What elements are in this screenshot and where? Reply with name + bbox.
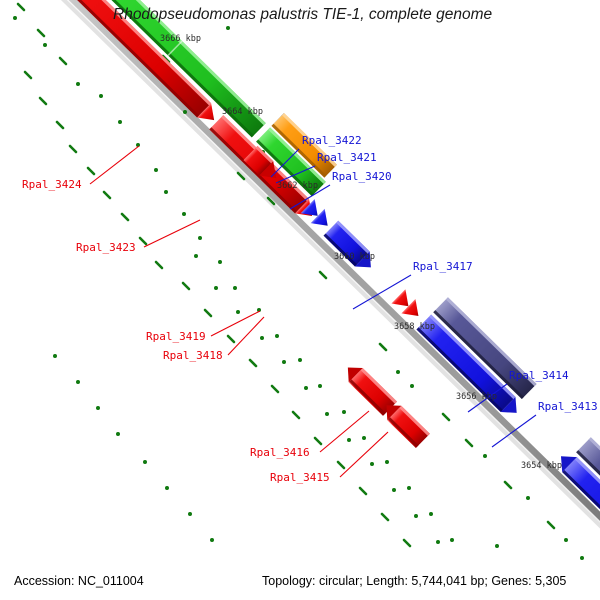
gene-ribbon-blue-3420[interactable] — [323, 220, 379, 275]
gene-arrows-red-3419-3418[interactable] — [391, 289, 425, 323]
gene-arrows-blue-small[interactable] — [300, 198, 335, 233]
genome-backbone — [60, 0, 600, 529]
gene-arrow-red-a[interactable] — [243, 145, 284, 185]
footer-bar: Accession: NC_011004 Topology: circular;… — [0, 566, 600, 600]
gene-ribbon-green-outer[interactable] — [86, 0, 326, 197]
tick-label: 3658 kbp — [394, 322, 435, 332]
leader-rpal-3418 — [227, 316, 265, 356]
gene-label-rpal-3422[interactable]: Rpal_3422 — [302, 134, 362, 147]
gene-label-rpal-3416[interactable]: Rpal_3416 — [250, 446, 310, 459]
leader-rpal-3420 — [289, 184, 331, 210]
tick-label: 3656 kbp — [456, 392, 497, 402]
gene-label-rpal-3420[interactable]: Rpal_3420 — [332, 170, 392, 183]
tick-mark-track — [13, 2, 584, 588]
gene-ribbon-blue-3417[interactable] — [416, 314, 524, 420]
leader-rpal-3413 — [491, 414, 537, 448]
gene-label-rpal-3418[interactable]: Rpal_3418 — [163, 349, 223, 362]
tick-label: 3664 kbp — [222, 107, 263, 117]
gene-ribbon-blue-3414[interactable] — [554, 449, 600, 600]
tick-label: 3654 kbp — [521, 461, 562, 471]
leader-rpal-3414 — [467, 383, 508, 413]
leader-rpal-3424 — [89, 145, 140, 185]
leader-rpal-3416 — [319, 410, 370, 453]
accession-text: Accession: NC_011004 — [14, 574, 144, 588]
gene-ribbon-darkblue-3417-outer[interactable] — [433, 297, 537, 400]
leader-rpal-3423 — [143, 219, 201, 248]
gene-ribbon-orange[interactable] — [271, 113, 337, 178]
gene-label-rpal-3423[interactable]: Rpal_3423 — [76, 241, 136, 254]
gene-track-group — [50, 0, 600, 600]
leader-rpal-3419 — [210, 310, 261, 337]
leader-rpal-3422 — [270, 148, 300, 178]
gene-label-rpal-3417[interactable]: Rpal_3417 — [413, 260, 473, 273]
leader-rpal-3421 — [275, 165, 316, 184]
leader-rpal-3417 — [352, 274, 412, 310]
gene-label-rpal-3424[interactable]: Rpal_3424 — [22, 178, 82, 191]
gene-label-rpal-3421[interactable]: Rpal_3421 — [317, 151, 377, 164]
page-title: Rhodopseudomonas palustris TIE-1, comple… — [113, 6, 492, 23]
tick-label: 3666 kbp — [160, 34, 201, 44]
leader-lines — [89, 145, 537, 478]
gene-labels: Rpal_3424 Rpal_3423 Rpal_3422 Rpal_3421 … — [22, 134, 598, 484]
gene-label-rpal-3413[interactable]: Rpal_3413 — [538, 400, 598, 413]
genome-summary-text: Topology: circular; Length: 5,744,041 bp… — [262, 574, 566, 588]
leader-rpal-3415 — [339, 431, 389, 478]
gene-label-rpal-3419[interactable]: Rpal_3419 — [146, 330, 206, 343]
footer-summary-background — [255, 566, 600, 590]
tick-label: 3660 kbp — [334, 252, 375, 262]
axis-tick-labels: 3666 kbp 3664 kbp 3662 kbp 3660 kbp 3658… — [160, 34, 562, 471]
gene-label-rpal-3414[interactable]: Rpal_3414 — [509, 369, 569, 382]
tick-label: 3662 kbp — [277, 181, 318, 191]
gene-ribbon-red-3416-3415-group[interactable] — [341, 360, 430, 449]
gene-label-rpal-3415[interactable]: Rpal_3415 — [270, 471, 330, 484]
